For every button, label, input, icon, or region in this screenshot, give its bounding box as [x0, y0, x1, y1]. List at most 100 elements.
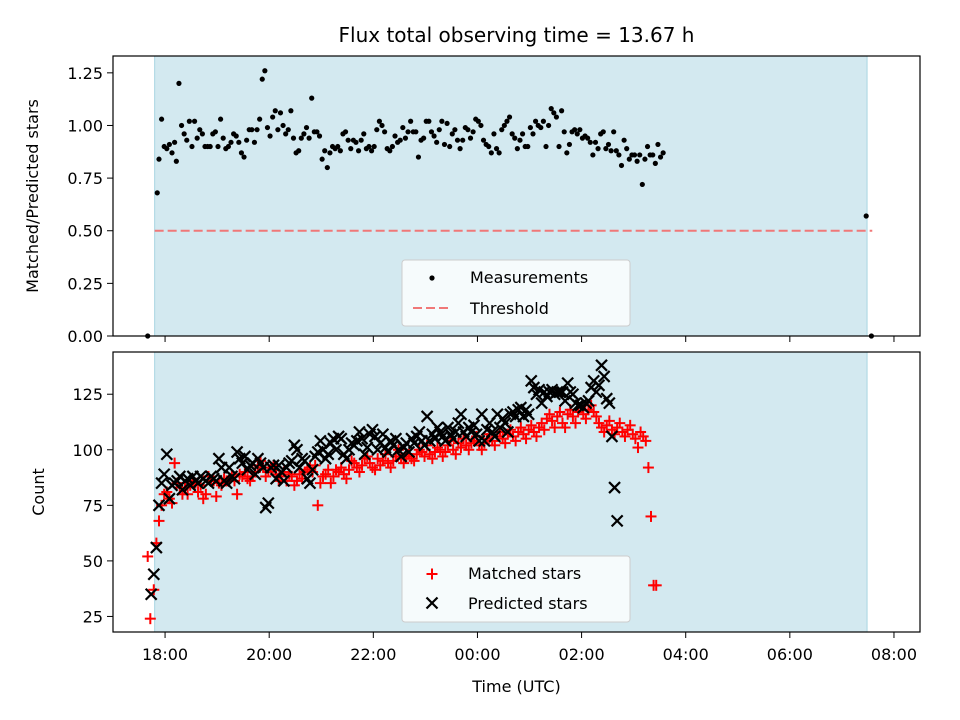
matched-star-point [291, 475, 303, 487]
measurement-point [413, 129, 419, 135]
predicted-star-point [501, 425, 515, 439]
measurement-point [345, 137, 351, 143]
measurement-point [251, 139, 258, 145]
measurement-point [655, 141, 661, 148]
measurement-point [504, 118, 510, 124]
measurement-point [595, 146, 601, 152]
measurement-point [553, 114, 560, 120]
matched-star-point [645, 510, 657, 522]
bottom-y-tick-label: 75 [83, 496, 103, 515]
matched-star-point [314, 477, 326, 489]
bottom-panel: 25 50 75 100 125 18:00 20:00 22:00 00:00 02:00 04… [29, 351, 921, 696]
measurement-point [176, 80, 182, 86]
measurement-point [574, 131, 580, 137]
predicted-star-point [522, 407, 535, 421]
measurement-point [491, 131, 497, 137]
measurement-point [238, 150, 245, 156]
measurement-point [467, 135, 474, 141]
x-tick-label: 08:00 [871, 645, 917, 664]
predicted-star-point [277, 474, 291, 488]
measurement-point [540, 118, 547, 124]
matched-star-point [499, 437, 511, 449]
matched-star-point [317, 470, 329, 482]
predicted-star-point [498, 416, 512, 430]
matched-star-point [385, 462, 397, 474]
measurements-points [145, 68, 875, 339]
predicted-star-point [603, 396, 616, 410]
x-tick-label: 00:00 [454, 645, 500, 664]
measurement-point [603, 146, 609, 152]
top-y-ticks: 0.00 0.25 0.50 0.75 1.00 1.25 [67, 64, 113, 346]
measurement-point [382, 129, 388, 135]
matched-star-point [144, 613, 156, 625]
measurement-point [618, 162, 625, 169]
measurement-point [585, 135, 591, 141]
measurement-point [441, 141, 448, 148]
measurement-point [436, 127, 442, 133]
matched-star-point [642, 462, 654, 474]
matched-star-point [515, 422, 527, 434]
bottom-y-axis-label: Count [29, 468, 48, 516]
matched-star-point [463, 444, 475, 456]
measurement-point [457, 146, 463, 152]
measurement-point [283, 131, 289, 137]
measurement-point [154, 190, 160, 196]
predicted-star-point [353, 425, 366, 439]
top-y-tick-label: 0.75 [67, 169, 103, 188]
matched-star-point [432, 442, 444, 454]
matched-star-point [450, 448, 462, 460]
measurement-point [624, 146, 630, 152]
measurement-point [405, 129, 411, 135]
x-tick-label: 04:00 [663, 645, 709, 664]
x-tick-label: 20:00 [246, 645, 292, 664]
measurement-point [197, 127, 203, 133]
matched-star-point [419, 450, 431, 462]
predicted-star-point [340, 452, 353, 465]
matched-star-point [231, 488, 243, 500]
bottom-y-ticks: 25 50 75 100 125 [72, 385, 113, 626]
measurement-point [501, 122, 507, 129]
predicted-star-point [303, 476, 317, 490]
measurement-point [488, 150, 494, 156]
predicted-star-point [358, 447, 371, 461]
x-tick-label: 06:00 [767, 645, 813, 664]
measurement-point [454, 137, 461, 143]
measurement-point [561, 129, 567, 135]
measurement-point [634, 158, 640, 164]
matched-star-point [543, 408, 555, 420]
measurement-point [301, 131, 307, 137]
predicted-star-point [212, 452, 226, 465]
matched-star-point [624, 419, 636, 431]
matched-star-point [356, 459, 368, 471]
measurement-point [262, 68, 268, 74]
x-axis-label: Time (UTC) [471, 677, 560, 696]
predicted-star-point [561, 376, 574, 390]
matched-star-point [148, 584, 160, 596]
predicted-stars-points [144, 359, 624, 601]
matched-star-point [312, 499, 324, 511]
top-legend: Measurements Threshold [401, 259, 631, 327]
measurement-point [509, 131, 515, 137]
legend-predicted-label: Predicted stars [468, 594, 588, 613]
measurement-point [158, 116, 165, 122]
predicted-star-point [334, 432, 348, 445]
top-y-tick-label: 0.00 [67, 327, 103, 346]
predicted-star-point [402, 445, 416, 459]
matched-star-point [570, 417, 582, 429]
matched-star-point [366, 462, 378, 474]
matched-star-point [210, 490, 222, 502]
matched-star-point [340, 473, 352, 485]
measurement-point [447, 143, 453, 150]
measurement-point [199, 131, 205, 137]
measurement-point [592, 139, 599, 145]
matched-star-point [330, 464, 342, 476]
measurement-point [218, 116, 224, 122]
measurement-point [863, 213, 869, 219]
predicted-star-point [413, 425, 426, 439]
x-tick-label: 18:00 [142, 645, 188, 664]
measurement-point [228, 139, 234, 145]
measurement-point [434, 139, 440, 145]
bottom-plot-frame [112, 351, 921, 633]
measurement-point [270, 114, 276, 120]
